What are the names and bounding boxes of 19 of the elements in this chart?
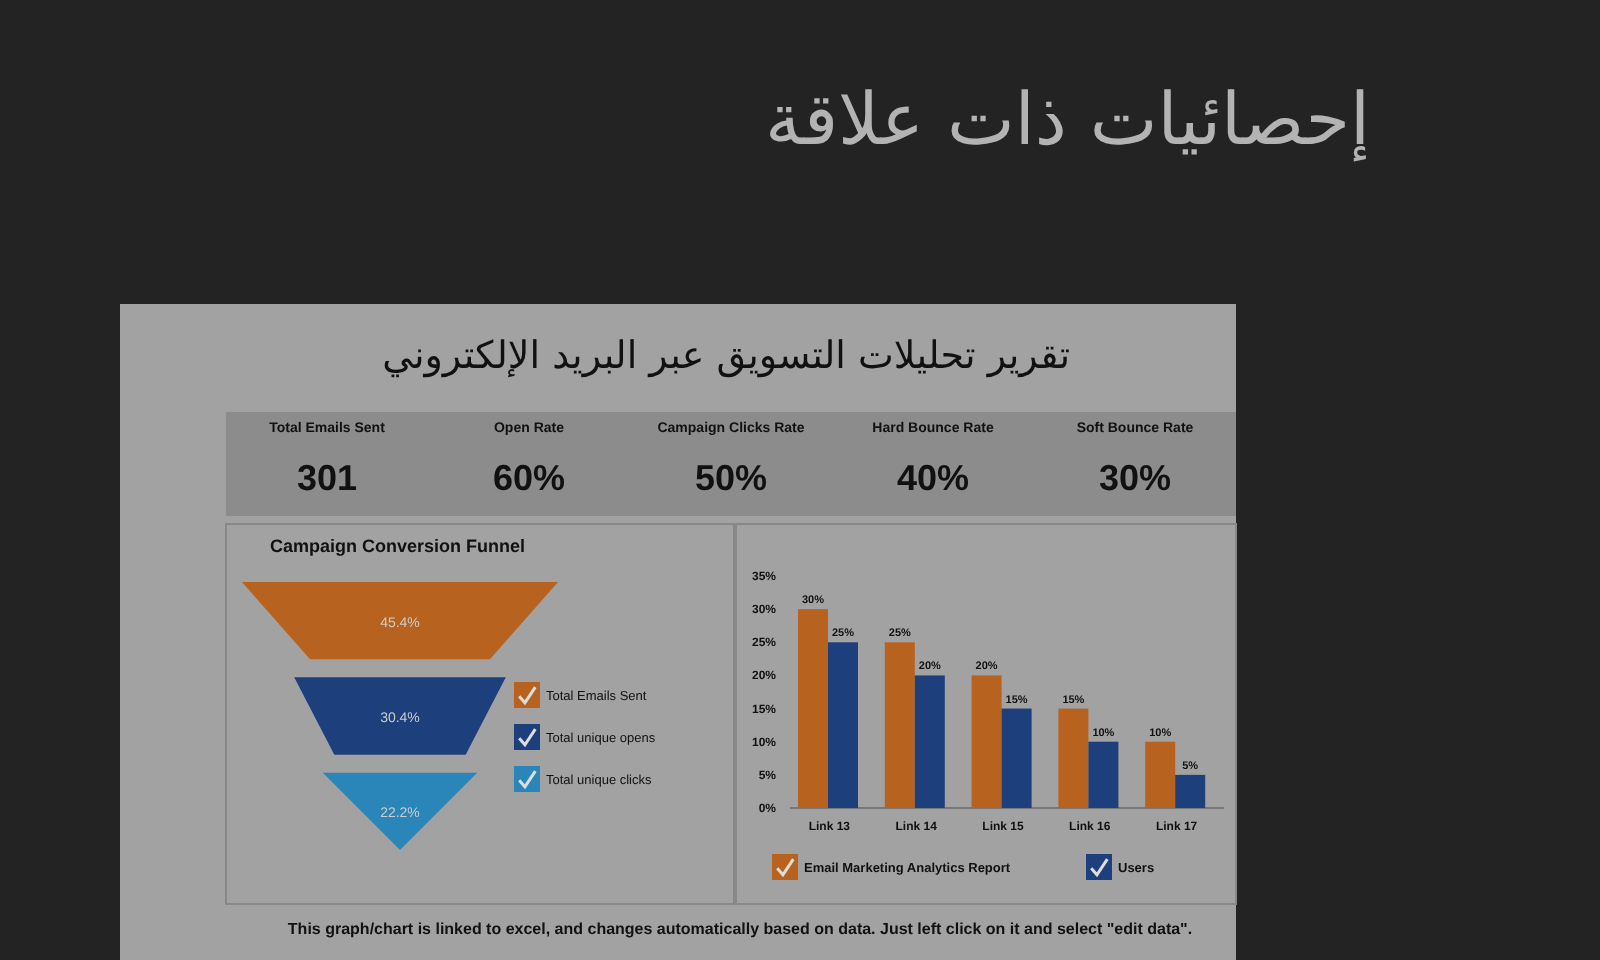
bar <box>884 642 915 808</box>
bar <box>1058 708 1089 808</box>
data-label: 60% <box>492 458 566 498</box>
bar <box>1145 741 1176 808</box>
bar <box>971 675 1002 808</box>
data-label: 50% <box>694 458 768 498</box>
bar <box>828 642 858 808</box>
bar <box>798 609 828 808</box>
text: This graph/chart is linked to excel, and changes automatically based on data. Just left click on it and select "edit data". <box>285 920 1195 940</box>
bar <box>1088 741 1119 808</box>
data-label: 301 <box>296 458 358 498</box>
text: Campaign Conversion Funnel <box>270 536 526 556</box>
bar <box>1001 708 1032 808</box>
data-label: 30% <box>1098 458 1172 498</box>
text: تقرير تحليلات التسويق عبر البريد الإلكتروني <box>382 334 1070 378</box>
bar <box>914 675 945 808</box>
text: إحصائيات ذات علاقة <box>765 80 1370 162</box>
data-label: 40% <box>896 458 970 498</box>
bar <box>1175 774 1206 808</box>
